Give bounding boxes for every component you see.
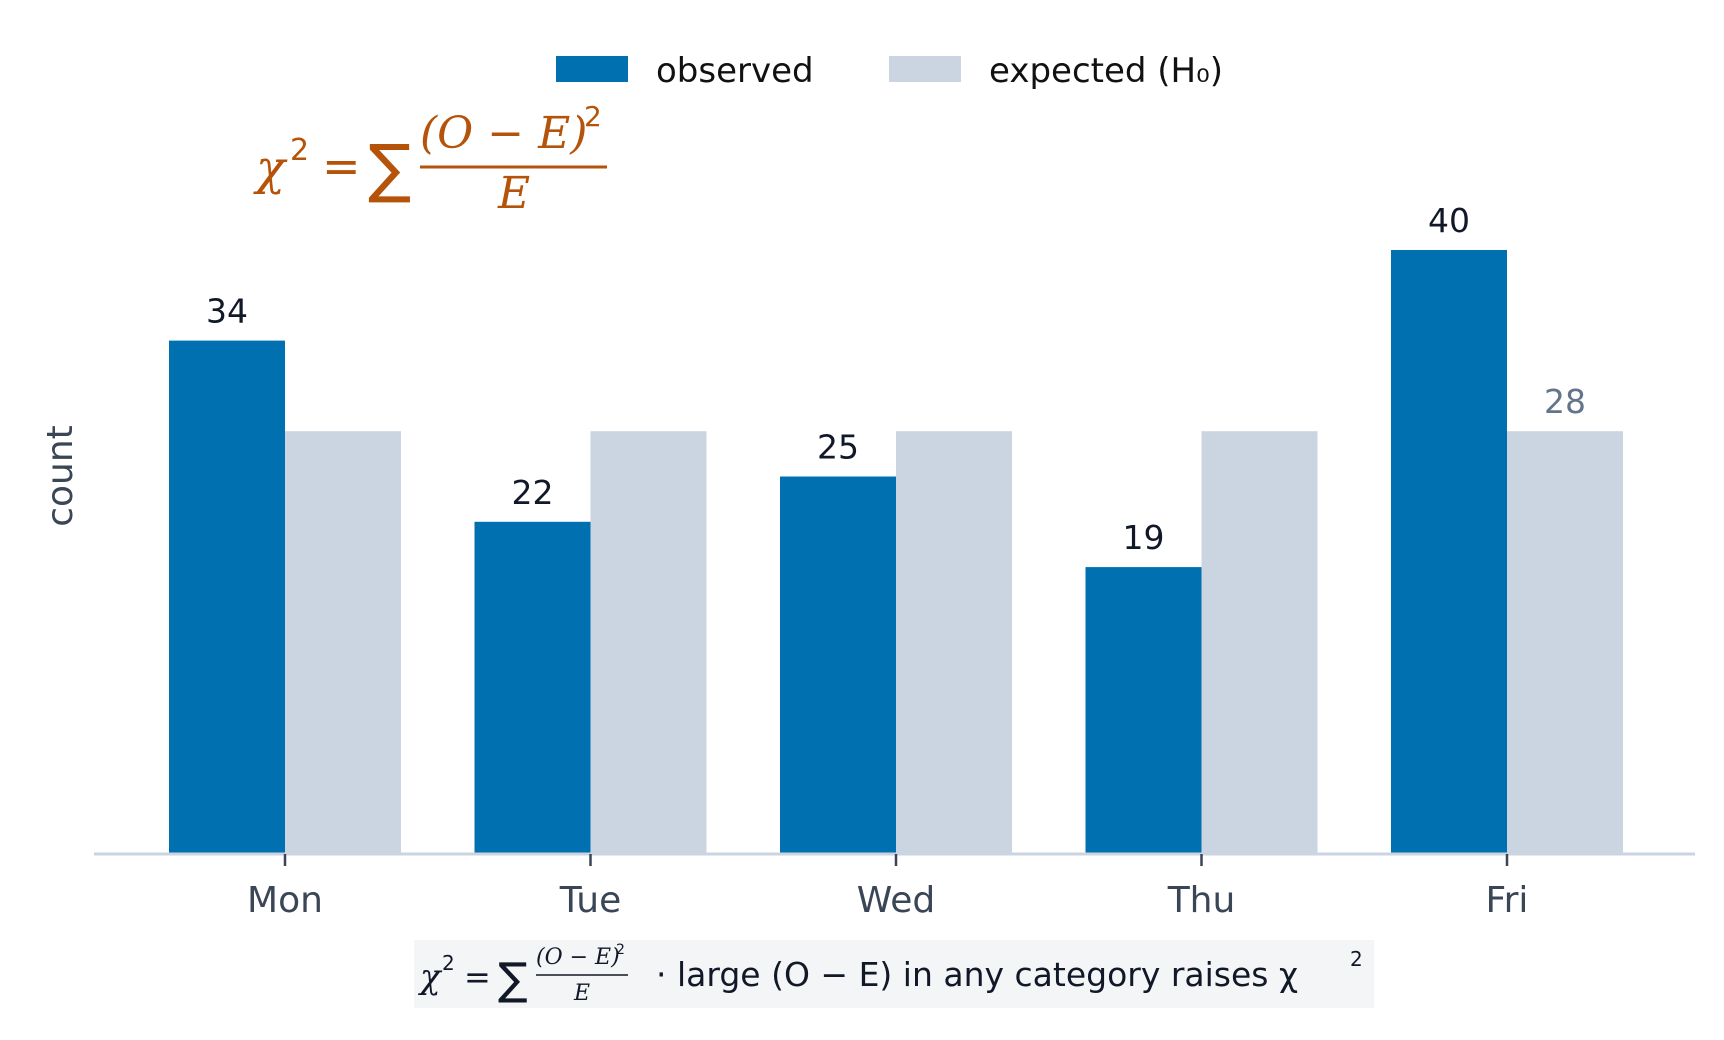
y-axis-label: count bbox=[40, 425, 81, 527]
footnote-equals: = bbox=[464, 958, 491, 996]
x-tick-label-wed: Wed bbox=[857, 880, 936, 921]
footnote-numerator: (O − E) bbox=[536, 945, 620, 970]
formula-denominator: E bbox=[497, 168, 530, 219]
footnote-sum: ∑ bbox=[498, 954, 528, 1005]
value-label-observed-fri: 40 bbox=[1428, 201, 1470, 240]
formula-numerator-sup: 2 bbox=[584, 100, 602, 133]
formula-sum: ∑ bbox=[368, 132, 411, 206]
formula-numerator: (O − E) bbox=[420, 108, 587, 159]
legend: observed expected (H₀) bbox=[556, 51, 1223, 91]
x-tick-label-thu: Thu bbox=[1167, 880, 1236, 921]
footnote: χ 2 = ∑ (O − E) 2 E · large (O − E) in a… bbox=[414, 940, 1374, 1008]
footnote-numerator-sup: 2 bbox=[616, 942, 625, 958]
x-tick-label-tue: Tue bbox=[559, 880, 622, 921]
value-label-observed-wed: 25 bbox=[817, 428, 859, 467]
bar-expected-wed bbox=[896, 431, 1012, 854]
bars-group: 34 22 25 19 40 28 bbox=[169, 201, 1623, 855]
bar-expected-mon bbox=[285, 431, 401, 854]
footnote-background bbox=[414, 940, 1374, 1008]
value-label-observed-tue: 22 bbox=[512, 473, 554, 512]
bar-observed-tue bbox=[474, 521, 591, 854]
footnote-chi-sup: 2 bbox=[442, 951, 455, 975]
footnote-text-sup: 2 bbox=[1350, 947, 1363, 971]
bar-observed-wed bbox=[780, 476, 896, 854]
legend-swatch-expected bbox=[889, 56, 961, 82]
value-label-observed-thu: 19 bbox=[1123, 518, 1165, 557]
bar-observed-thu bbox=[1085, 567, 1202, 854]
value-label-expected-fri: 28 bbox=[1544, 382, 1586, 421]
chi-square-formula: χ 2 = ∑ (O − E) 2 E bbox=[253, 100, 607, 219]
legend-swatch-observed bbox=[556, 56, 628, 82]
legend-label-observed: observed bbox=[656, 51, 814, 91]
bar-expected-tue bbox=[590, 431, 707, 854]
formula-chi: χ bbox=[253, 140, 288, 196]
bar-observed-mon bbox=[169, 340, 285, 855]
x-tick-label-fri: Fri bbox=[1486, 880, 1529, 921]
bar-expected-thu bbox=[1201, 431, 1318, 854]
footnote-chi: χ bbox=[418, 957, 443, 997]
footnote-text: · large (O − E) in any category raises χ bbox=[656, 955, 1298, 994]
footnote-denominator: E bbox=[573, 981, 590, 1006]
value-label-observed-mon: 34 bbox=[206, 292, 248, 331]
x-axis-ticks: Mon Tue Wed Thu Fri bbox=[247, 854, 1528, 921]
formula-equals: = bbox=[322, 139, 361, 193]
formula-chi-sup: 2 bbox=[290, 133, 309, 168]
bar-expected-fri bbox=[1507, 431, 1623, 854]
legend-label-expected: expected (H₀) bbox=[989, 51, 1223, 91]
x-tick-label-mon: Mon bbox=[247, 880, 323, 921]
bar-observed-fri bbox=[1391, 250, 1507, 854]
